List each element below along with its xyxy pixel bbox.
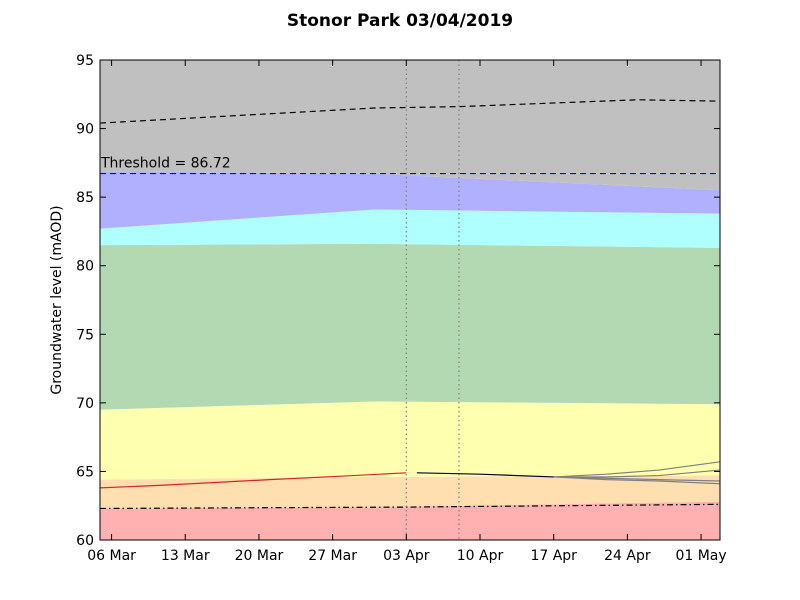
series-line — [553, 476, 721, 485]
band — [100, 60, 720, 191]
y-tick-label: 75 — [76, 327, 94, 343]
band — [100, 171, 720, 229]
y-tick-label: 95 — [76, 53, 94, 69]
chart-title: Stonor Park 03/04/2019 — [287, 11, 513, 31]
y-tick-label: 60 — [76, 533, 94, 549]
y-tick-label: 65 — [76, 464, 94, 480]
series-line — [553, 476, 721, 482]
plot-frame — [99, 59, 721, 541]
band — [100, 401, 720, 480]
band — [100, 501, 720, 540]
y-tick-label: 90 — [76, 122, 94, 138]
y-axis-label: Groundwater level (mAOD) — [49, 205, 65, 394]
y-tick-label: 70 — [76, 396, 94, 412]
x-tick-label: 27 Mar — [308, 548, 357, 564]
y-tick-label: 85 — [76, 190, 94, 206]
x-tick-label: 20 Mar — [235, 548, 284, 564]
threshold-label: Threshold = 86.72 — [100, 156, 231, 172]
band — [100, 243, 720, 410]
x-tick-label: 06 Mar — [87, 548, 136, 564]
x-tick-label: 17 Apr — [530, 548, 577, 564]
series-line — [553, 461, 721, 478]
series-line — [99, 99, 721, 124]
x-tick-label: 03 Apr — [383, 548, 430, 564]
x-tick-label: 13 Mar — [161, 548, 210, 564]
series-line — [99, 472, 407, 489]
band — [100, 475, 720, 509]
y-tick-label: 80 — [76, 259, 94, 275]
x-tick-label: 24 Apr — [604, 548, 651, 564]
series-line — [416, 472, 554, 478]
series-line — [99, 503, 721, 510]
band — [100, 209, 720, 248]
series-line — [553, 469, 721, 478]
x-tick-label: 01 May — [675, 548, 726, 564]
x-tick-label: 10 Apr — [457, 548, 504, 564]
